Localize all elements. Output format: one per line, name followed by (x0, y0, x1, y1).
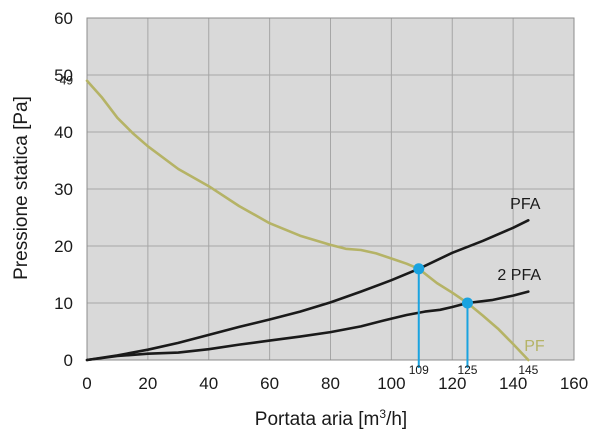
intersection-x-label: 109 (409, 363, 429, 377)
series-label: PF (524, 338, 545, 355)
x-axis-title: Portata aria [m3/h] (255, 407, 407, 430)
series-label: PFA (510, 196, 541, 213)
plot-frame (86, 17, 575, 361)
intersection-point (413, 263, 425, 275)
x-tick-label: 80 (321, 374, 340, 393)
y-axis-title: Pressione statica [Pa] (11, 96, 32, 280)
grid-lines (86, 17, 575, 361)
x-extra-label: 145 (518, 363, 538, 377)
series-labels: PFA 2 PFA PF (497, 196, 544, 355)
intersection-point (461, 297, 473, 309)
y-tick-label: 0 (64, 351, 73, 370)
y-tick-label: 10 (54, 294, 73, 313)
y-tick-label: 60 (54, 9, 73, 28)
y-tick-label: 20 (54, 237, 73, 256)
x-tick-label: 100 (377, 374, 405, 393)
x-tick-label: 0 (82, 374, 91, 393)
x-axis-title-main: Portata aria [m (255, 409, 380, 430)
y-extra-label: 49 (60, 74, 74, 88)
intersection-markers: 109 125 145 (409, 263, 539, 377)
x-tick-label: 160 (560, 374, 588, 393)
tick-labels: 0 20 40 60 80 100 120 140 160 0 10 20 30 40 50 60 49 (54, 9, 588, 393)
y-tick-label: 40 (54, 123, 73, 142)
x-axis-title-tail: /h] (386, 409, 407, 430)
y-tick-label: 30 (54, 180, 73, 199)
x-tick-label: 120 (438, 374, 466, 393)
y-tick-label: 50 (54, 66, 73, 85)
x-tick-label: 40 (199, 374, 218, 393)
x-tick-label: 140 (499, 374, 527, 393)
series-label: 2 PFA (497, 267, 541, 284)
intersection-x-label: 125 (457, 363, 477, 377)
x-tick-label: 20 (138, 374, 157, 393)
x-tick-label: 60 (260, 374, 279, 393)
x-axis-title-sup: 3 (379, 407, 386, 421)
series-line (85, 219, 530, 362)
